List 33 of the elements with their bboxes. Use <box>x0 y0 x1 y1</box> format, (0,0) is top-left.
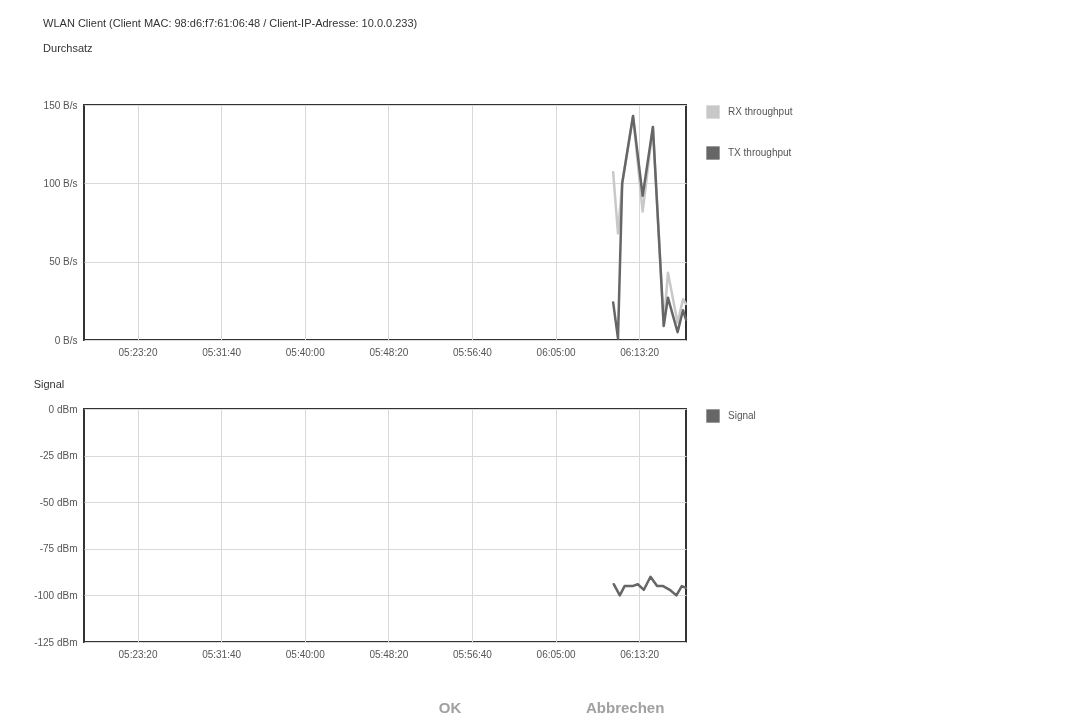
x-tick-label: 05:48:20 <box>369 648 409 660</box>
y-tick-label: 0 B/s <box>54 334 78 346</box>
chart-title: Signal <box>33 378 65 390</box>
y-tick-label: 0 dBm <box>48 403 78 415</box>
legend-label: TX throughput <box>728 147 792 158</box>
y-tick-label: -75 dBm <box>39 543 78 555</box>
x-tick-label: 06:13:20 <box>620 346 660 358</box>
y-tick-label: 100 B/s <box>43 177 78 189</box>
y-tick-label: 50 B/s <box>49 256 78 268</box>
line-series <box>612 575 688 597</box>
x-tick-label: 05:23:20 <box>118 648 158 660</box>
text: OK <box>438 699 462 716</box>
x-tick-label: 06:05:00 <box>536 346 576 358</box>
x-tick-label: 05:56:40 <box>452 648 493 660</box>
text: Abbrechen <box>586 699 665 716</box>
x-tick-label: 05:40:00 <box>285 346 326 358</box>
chart-title: WLAN Client (Client MAC: 98:d6:f7:61:06:48 / Client-IP-Adresse: 10.0.0.233) <box>43 17 418 29</box>
x-tick-label: 05:31:40 <box>202 648 242 660</box>
x-tick-label: 05:31:40 <box>202 346 242 358</box>
x-tick-label: 05:40:00 <box>285 648 326 660</box>
x-tick-label: 05:23:20 <box>118 346 158 358</box>
x-tick-label: 05:56:40 <box>452 346 493 358</box>
y-tick-label: -25 dBm <box>39 450 78 462</box>
legend-label: Signal <box>728 410 756 421</box>
x-tick-label: 06:13:20 <box>620 648 660 660</box>
y-tick-label: -50 dBm <box>39 496 78 508</box>
chart-subtitle: Durchsatz <box>43 42 93 54</box>
y-tick-label: -100 dBm <box>34 589 78 601</box>
y-tick-label: -125 dBm <box>34 636 78 648</box>
x-tick-label: 06:05:00 <box>536 648 576 660</box>
y-tick-label: 150 B/s <box>43 99 78 111</box>
legend-label: RX throughput <box>728 106 793 117</box>
x-tick-label: 05:48:20 <box>369 346 409 358</box>
